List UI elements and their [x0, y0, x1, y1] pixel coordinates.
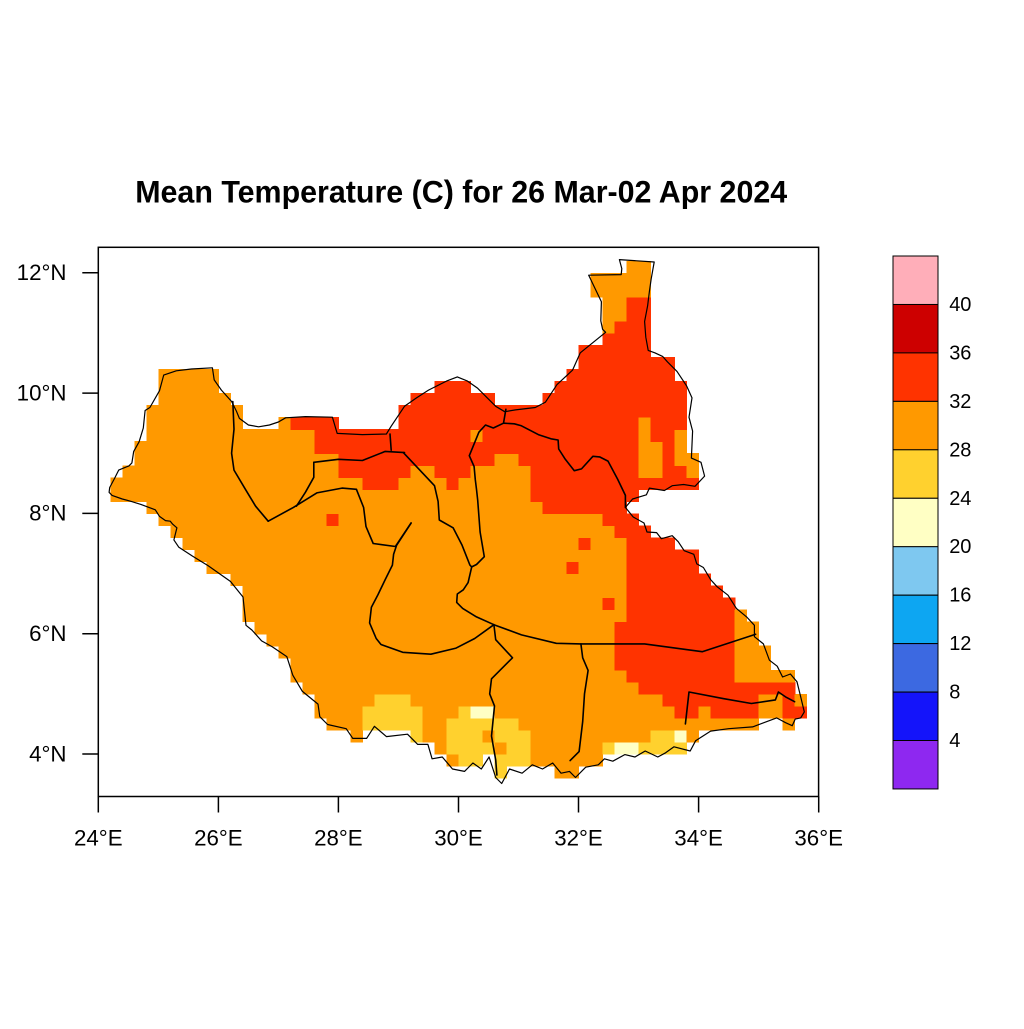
svg-text:16: 16	[949, 585, 971, 607]
svg-text:4: 4	[949, 730, 960, 752]
svg-text:36: 36	[949, 342, 971, 364]
svg-text:Mean Temperature (C) for 26 Ma: Mean Temperature (C) for 26 Mar-02 Apr 2…	[135, 173, 787, 209]
svg-text:28: 28	[949, 439, 971, 461]
svg-text:24: 24	[949, 488, 971, 510]
svg-text:30°E: 30°E	[434, 826, 483, 851]
svg-text:34°E: 34°E	[674, 826, 723, 851]
svg-text:12: 12	[949, 633, 971, 655]
svg-text:32: 32	[949, 391, 971, 413]
svg-text:32°E: 32°E	[554, 826, 603, 851]
svg-text:40: 40	[949, 294, 971, 316]
svg-text:20: 20	[949, 536, 971, 558]
svg-text:8°N: 8°N	[29, 501, 66, 526]
svg-text:28°E: 28°E	[314, 826, 363, 851]
svg-text:8: 8	[949, 682, 960, 704]
svg-text:36°E: 36°E	[794, 826, 843, 851]
svg-text:24°E: 24°E	[74, 826, 123, 851]
svg-text:26°E: 26°E	[194, 826, 243, 851]
svg-text:12°N: 12°N	[17, 260, 67, 285]
svg-text:10°N: 10°N	[17, 380, 67, 405]
svg-text:6°N: 6°N	[29, 621, 66, 646]
svg-text:4°N: 4°N	[29, 741, 66, 766]
